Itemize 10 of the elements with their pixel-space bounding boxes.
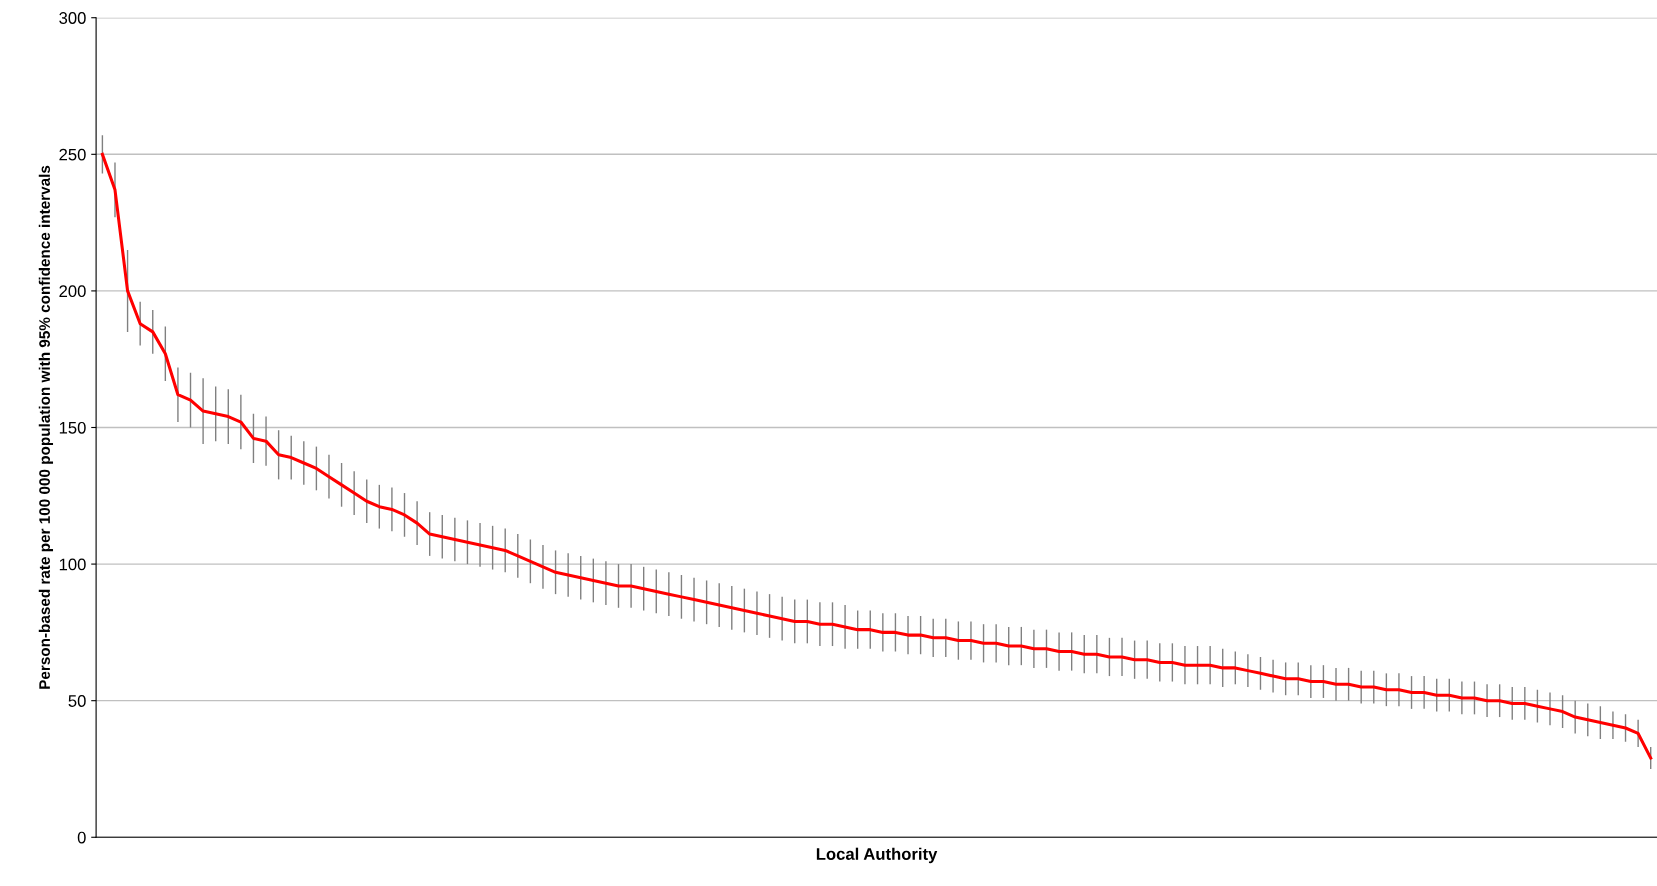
y-tick-label: 200 [59,285,86,298]
y-axis-title: Person-based rate per 100 000 population with 95% confidence intervals [38,165,54,689]
y-tick-label: 300 [59,12,86,24]
y-tick-label: 150 [59,421,86,434]
x-axis-title: Local Authority [816,847,938,864]
y-tick-label: 250 [59,148,86,161]
y-tick-label: 50 [68,695,86,707]
y-tick-label: 0 [77,831,86,844]
line-series [100,152,1653,760]
y-tick-label: 100 [59,558,86,571]
